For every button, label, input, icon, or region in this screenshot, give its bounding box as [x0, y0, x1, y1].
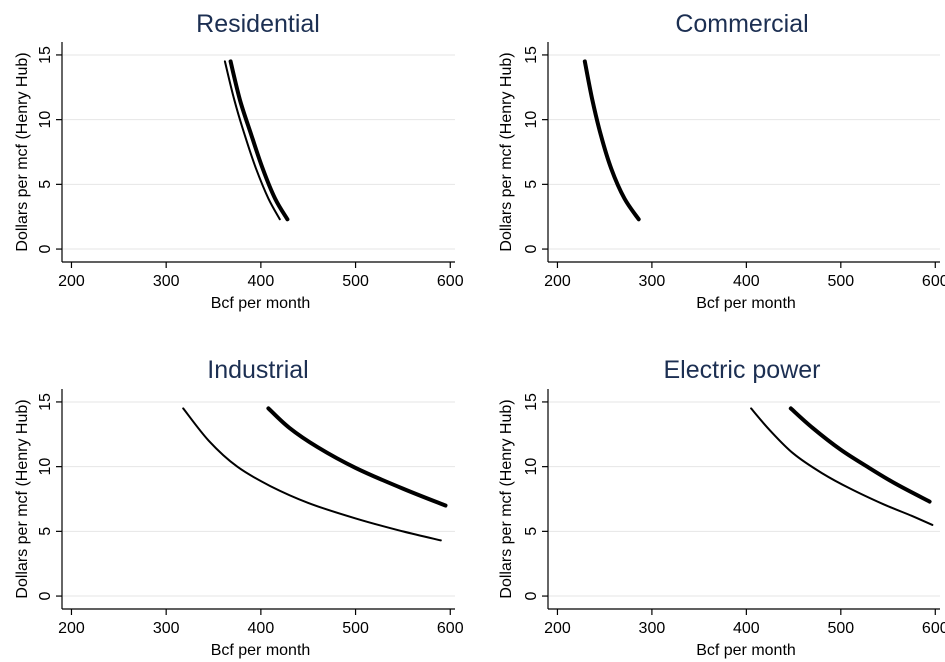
- x-tick-label: 500: [342, 620, 369, 637]
- y-tick-label: 5: [37, 527, 54, 536]
- x-tick-label: 400: [248, 620, 275, 637]
- series-line-thick: [582, 59, 641, 222]
- panel-title: Electric power: [664, 356, 821, 384]
- x-tick-label: 400: [733, 620, 760, 637]
- x-tick-label: 500: [827, 273, 854, 290]
- x-tick-label: 200: [544, 273, 571, 290]
- y-tick-label: 5: [37, 180, 54, 189]
- x-tick-label: 600: [437, 620, 464, 637]
- x-tick-label: 600: [922, 620, 945, 637]
- y-axis-title: Dollars per mcf (Henry Hub): [498, 399, 515, 598]
- y-tick-label: 10: [37, 458, 54, 476]
- y-axis-title: Dollars per mcf (Henry Hub): [14, 399, 31, 598]
- y-tick-label: 0: [523, 592, 540, 601]
- x-tick-label: 600: [922, 273, 945, 290]
- y-tick-label: 5: [523, 527, 540, 536]
- y-tick-label: 15: [523, 393, 540, 411]
- y-axis-title: Dollars per mcf (Henry Hub): [498, 52, 515, 251]
- panel-commercial: 0 5 10 15 200 300 400 500 600 Commercial Bcf per m…: [498, 10, 945, 312]
- y-tick-label: 10: [37, 111, 54, 129]
- x-tick-label: 200: [58, 620, 85, 637]
- x-tick-label: 300: [639, 273, 666, 290]
- x-axis-title: Bcf per month: [211, 642, 311, 659]
- y-axis-title: Dollars per mcf (Henry Hub): [14, 52, 31, 251]
- panel-residential: 0 5 10 15 200 300 400 500 600 Residential Bcf per …: [14, 10, 464, 312]
- x-tick-label: 400: [248, 273, 275, 290]
- series-line-thin: [750, 407, 934, 526]
- x-tick-label: 200: [544, 620, 571, 637]
- y-tick-label: 15: [523, 46, 540, 64]
- x-tick-label: 300: [153, 273, 180, 290]
- panel-title: Industrial: [207, 356, 308, 384]
- y-tick-label: 10: [523, 458, 540, 476]
- x-tick-label: 200: [58, 273, 85, 290]
- x-tick-label: 600: [437, 273, 464, 290]
- series-line-thick: [788, 406, 932, 504]
- series-line-thin: [182, 407, 442, 542]
- y-tick-label: 0: [37, 592, 54, 601]
- x-tick-label: 300: [153, 620, 180, 637]
- series-line-thin: [223, 60, 281, 221]
- series-line-thin: [583, 60, 640, 221]
- x-axis-title: Bcf per month: [696, 295, 796, 312]
- x-axis-title: Bcf per month: [211, 295, 311, 312]
- x-tick-label: 500: [342, 273, 369, 290]
- y-tick-label: 0: [523, 245, 540, 254]
- y-tick-label: 15: [37, 393, 54, 411]
- y-tick-label: 5: [523, 180, 540, 189]
- x-axis-title: Bcf per month: [696, 642, 796, 659]
- panel-electric-power: 0 5 10 15 200 300 400 500 600 Electric power Bcf p…: [498, 356, 945, 659]
- y-tick-label: 10: [523, 111, 540, 129]
- y-tick-label: 0: [37, 245, 54, 254]
- series-line-thick: [228, 59, 290, 222]
- y-tick-label: 15: [37, 46, 54, 64]
- x-tick-label: 300: [639, 620, 666, 637]
- panel-title: Residential: [196, 10, 320, 38]
- panel-industrial: 0 5 10 15 200 300 400 500 600 Industrial Bcf per m…: [14, 356, 464, 659]
- series-line-thick: [266, 406, 448, 508]
- x-tick-label: 500: [827, 620, 854, 637]
- panel-title: Commercial: [675, 10, 808, 38]
- x-tick-label: 400: [733, 273, 760, 290]
